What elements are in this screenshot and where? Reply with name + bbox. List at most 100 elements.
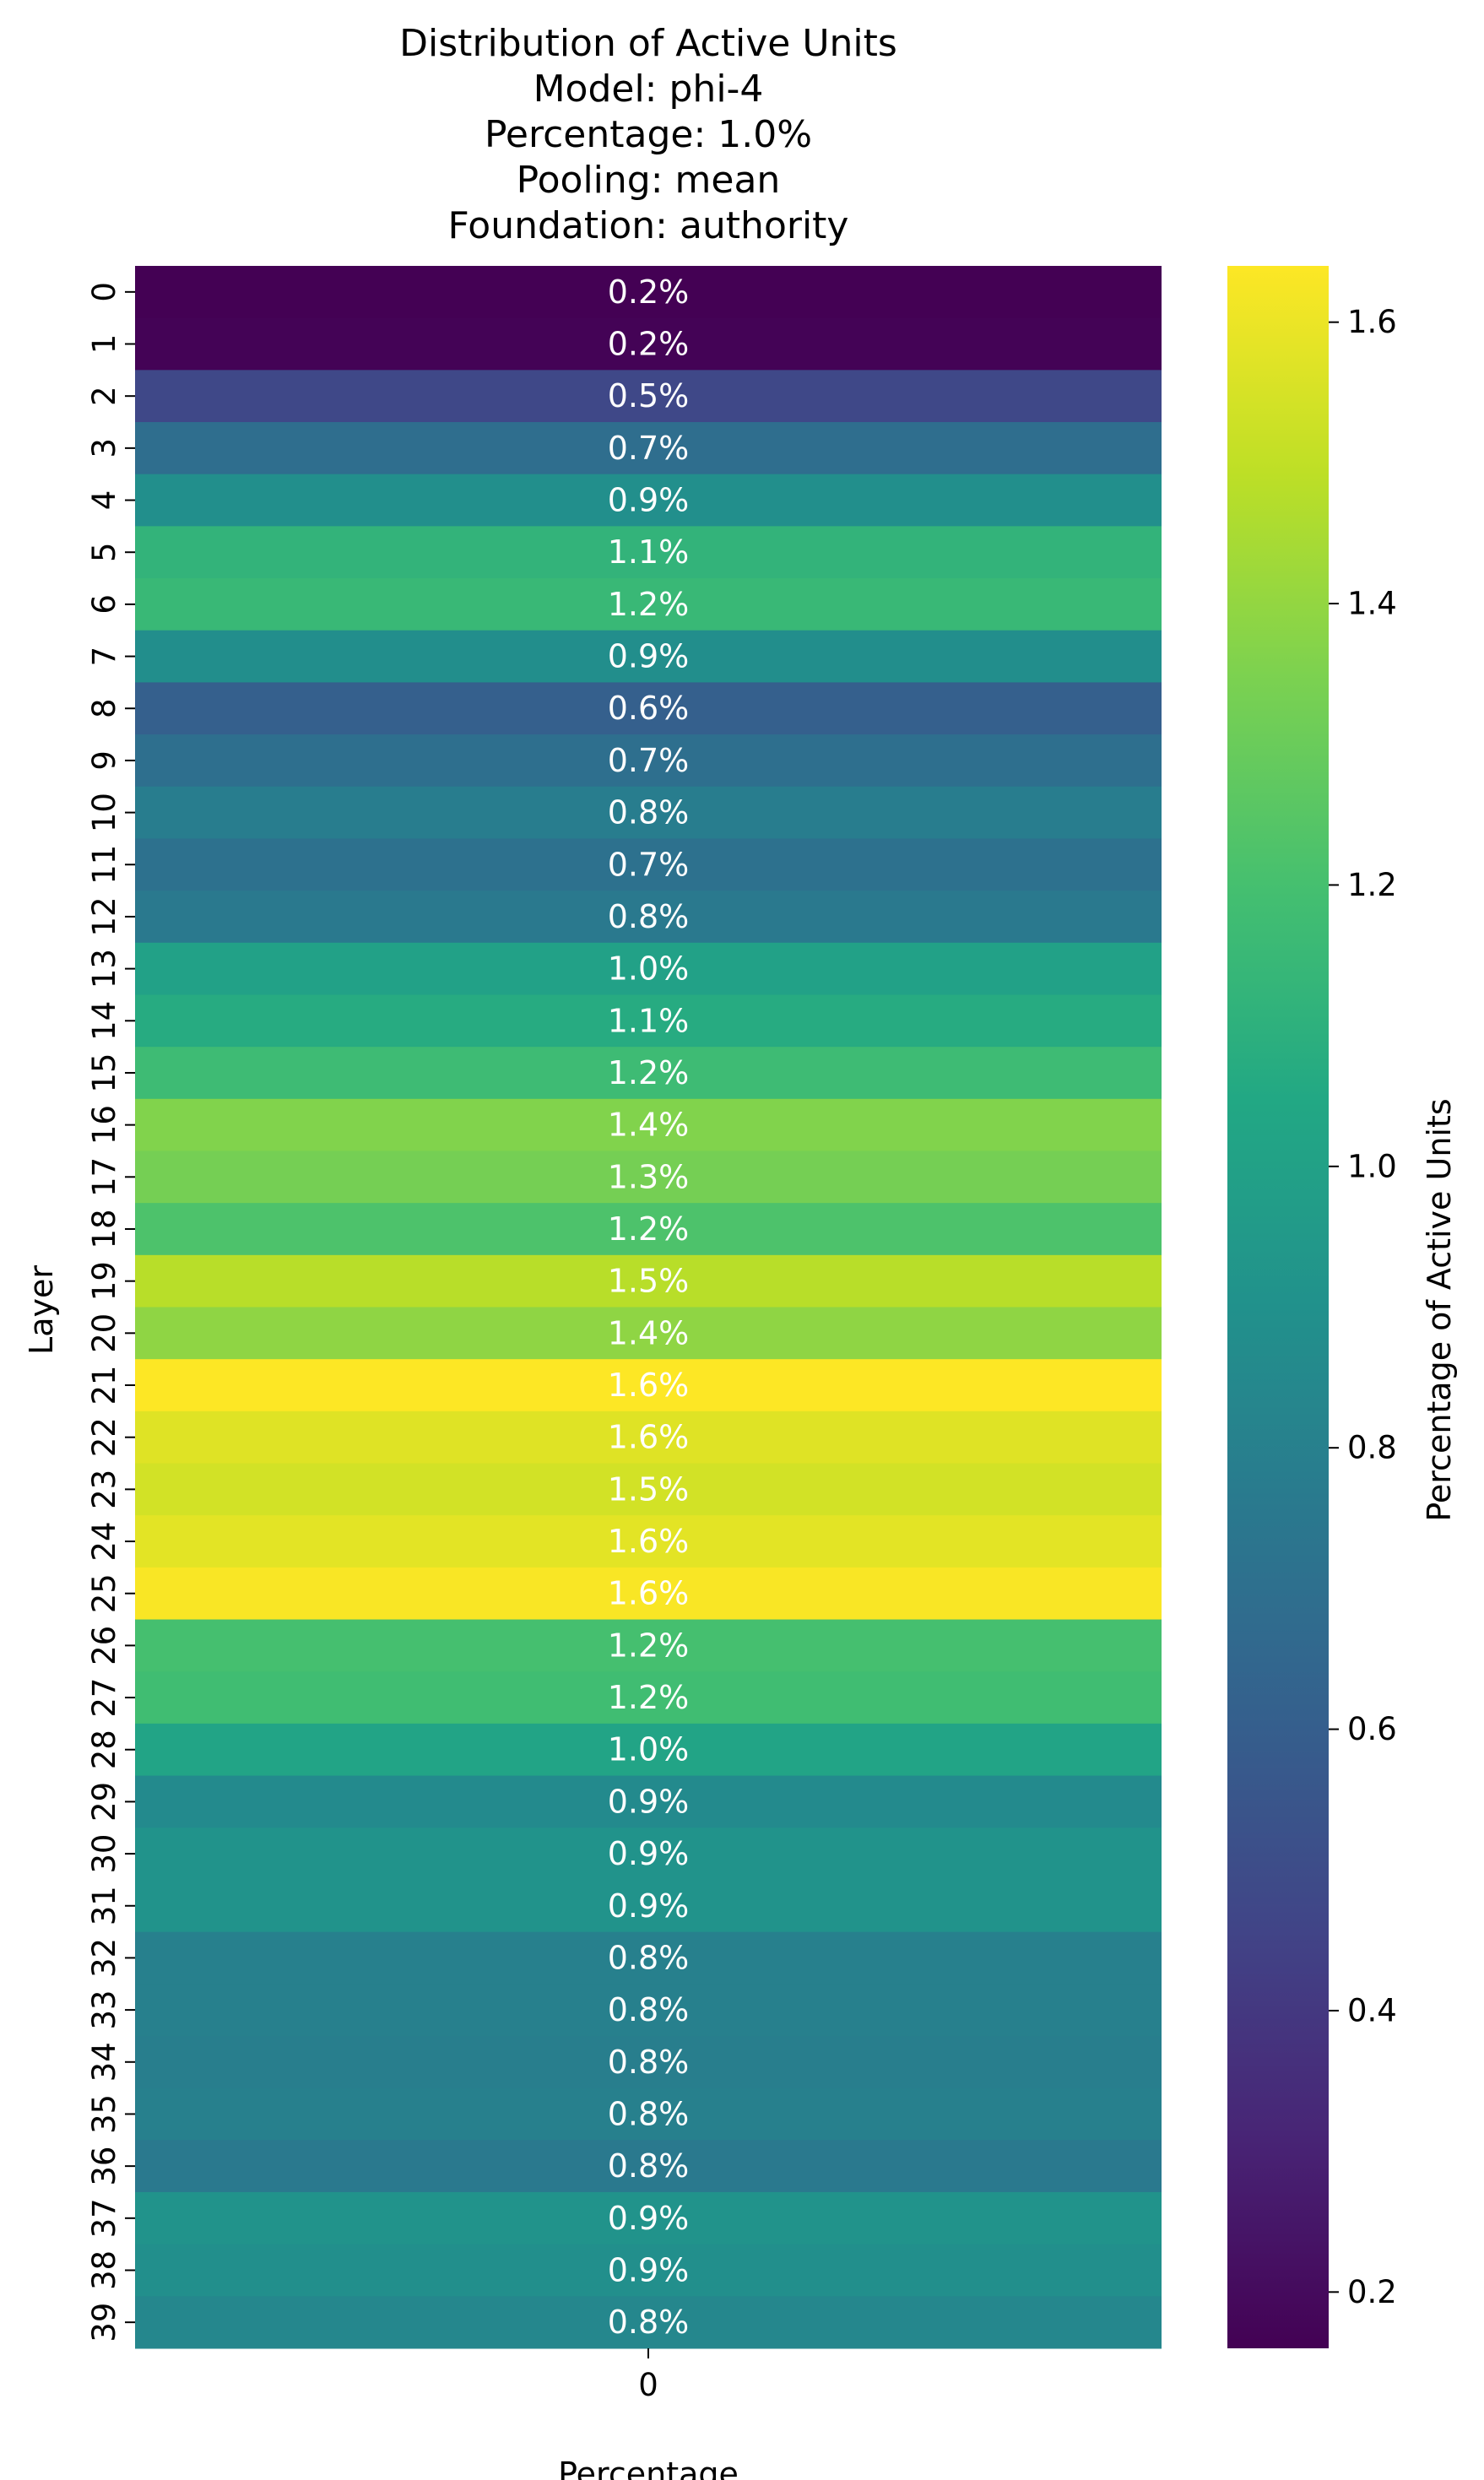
cell-value-label: 0.8%: [608, 2147, 690, 2185]
colorbar-tick-label: 0.2: [1347, 2274, 1397, 2310]
x-tick-label: 0: [638, 2367, 658, 2403]
heatmap-cell: [135, 2191, 1162, 2245]
x-axis-label: Percentage: [558, 2456, 739, 2480]
y-tick-label: 23: [86, 1470, 122, 1509]
heatmap-cell: [135, 1307, 1162, 1360]
cell-value-label: 0.8%: [608, 1939, 690, 1976]
cell-value-label: 0.9%: [608, 2251, 690, 2288]
cell-value-label: 0.9%: [608, 2200, 690, 2237]
y-tick-label: 28: [86, 1730, 122, 1769]
cell-value-label: 0.8%: [608, 898, 690, 935]
heatmap-cell: [135, 1619, 1162, 1672]
x-axis-ticks: 0: [638, 2348, 658, 2403]
heatmap-cell: [135, 1203, 1162, 1256]
chart-title-line: Foundation: authority: [448, 204, 849, 247]
cell-value-label: 0.7%: [608, 846, 690, 883]
cell-value-label: 1.4%: [608, 1314, 690, 1351]
y-tick-label: 5: [86, 542, 122, 562]
colorbar-tick-label: 1.4: [1347, 586, 1397, 622]
y-tick-label: 25: [86, 1573, 122, 1613]
heatmap-cell: [135, 786, 1162, 839]
heatmap-cell: [135, 370, 1162, 423]
heatmap-cell: [135, 1671, 1162, 1725]
y-tick-label: 32: [86, 1938, 122, 1978]
cell-value-label: 1.0%: [608, 950, 690, 988]
colorbar: 0.2 0.4 0.6 0.8 1.0 1.2 1.4 1.6: [1227, 266, 1397, 2348]
heatmap-cell: [135, 1047, 1162, 1100]
heatmap-cell: [135, 994, 1162, 1048]
cell-value-label: 0.6%: [608, 690, 690, 727]
cell-value-label: 0.7%: [608, 430, 690, 467]
chart-title-line: Pooling: mean: [517, 159, 781, 202]
cell-value-label: 1.6%: [608, 1575, 690, 1612]
cell-value-label: 1.2%: [608, 1679, 690, 1716]
y-tick-label: 38: [86, 2250, 122, 2290]
heatmap-cell: [135, 1254, 1162, 1308]
cell-value-label: 1.4%: [608, 1107, 690, 1144]
heatmap-cell: [135, 1463, 1162, 1516]
y-tick-label: 33: [86, 1990, 122, 2030]
cell-value-label: 0.5%: [608, 377, 690, 414]
heatmap-cell: [135, 1723, 1162, 1777]
y-tick-label: 35: [86, 2094, 122, 2134]
cell-value-label: 1.2%: [608, 1627, 690, 1664]
y-tick-label: 31: [86, 1886, 122, 1925]
heatmap-cell: [135, 2140, 1162, 2193]
heatmap-cell: [135, 2244, 1162, 2297]
y-tick-label: 1: [86, 334, 122, 355]
heatmap-cell: [135, 1931, 1162, 1985]
y-tick-label: 4: [86, 490, 122, 511]
cell-value-label: 1.3%: [608, 1158, 690, 1195]
y-tick-label: 10: [86, 793, 122, 832]
y-tick-label: 13: [86, 949, 122, 988]
y-tick-label: 7: [86, 647, 122, 667]
heatmap-cell: [135, 630, 1162, 683]
y-tick-label: 11: [86, 845, 122, 885]
heatmap-cell: [135, 1984, 1162, 2037]
y-tick-label: 3: [86, 438, 122, 458]
cell-value-label: 0.2%: [608, 273, 690, 311]
y-tick-label: 19: [86, 1261, 122, 1301]
y-tick-label: 9: [86, 750, 122, 771]
heatmap-cell: [135, 266, 1162, 319]
cell-value-label: 0.8%: [608, 2095, 690, 2132]
y-tick-label: 39: [86, 2303, 122, 2342]
heatmap-cell: [135, 1359, 1162, 1412]
y-tick-label: 14: [86, 1001, 122, 1041]
y-tick-label: 0: [86, 282, 122, 302]
y-tick-label: 17: [86, 1157, 122, 1197]
cell-value-label: 1.6%: [608, 1367, 690, 1404]
heatmap-cell: [135, 1151, 1162, 1204]
cell-value-label: 1.2%: [608, 586, 690, 623]
cell-value-label: 0.9%: [608, 1887, 690, 1925]
heatmap-cell: [135, 734, 1162, 788]
heatmap-cell: [135, 1411, 1162, 1465]
cell-value-label: 1.0%: [608, 1731, 690, 1768]
cell-value-label: 0.7%: [608, 742, 690, 779]
heatmap-cell: [135, 1879, 1162, 1933]
cell-value-label: 1.1%: [608, 1002, 690, 1039]
heatmap-cell: [135, 2035, 1162, 2089]
y-tick-label: 18: [86, 1209, 122, 1248]
cell-value-label: 1.2%: [608, 1054, 690, 1091]
cell-value-label: 0.8%: [608, 1991, 690, 2028]
colorbar-tick-label: 0.8: [1347, 1430, 1397, 1466]
y-tick-label: 22: [86, 1417, 122, 1457]
y-tick-label: 26: [86, 1626, 122, 1665]
y-tick-label: 15: [86, 1053, 122, 1092]
heatmap-cell: [135, 526, 1162, 579]
cell-value-label: 1.6%: [608, 1523, 690, 1560]
cell-value-label: 0.9%: [608, 1783, 690, 1820]
y-tick-label: 24: [86, 1521, 122, 1561]
colorbar-tick-label: 1.0: [1347, 1148, 1397, 1184]
heatmap-cell: [135, 1567, 1162, 1621]
colorbar-tick-label: 1.6: [1347, 304, 1397, 340]
y-tick-label: 30: [86, 1834, 122, 1874]
heatmap-cell: [135, 1828, 1162, 1881]
heatmap-cell: [135, 474, 1162, 527]
colorbar-tick-label: 0.4: [1347, 1992, 1397, 2028]
cell-value-label: 0.9%: [608, 1835, 690, 1872]
colorbar-label: Percentage of Active Units: [1421, 1098, 1458, 1521]
